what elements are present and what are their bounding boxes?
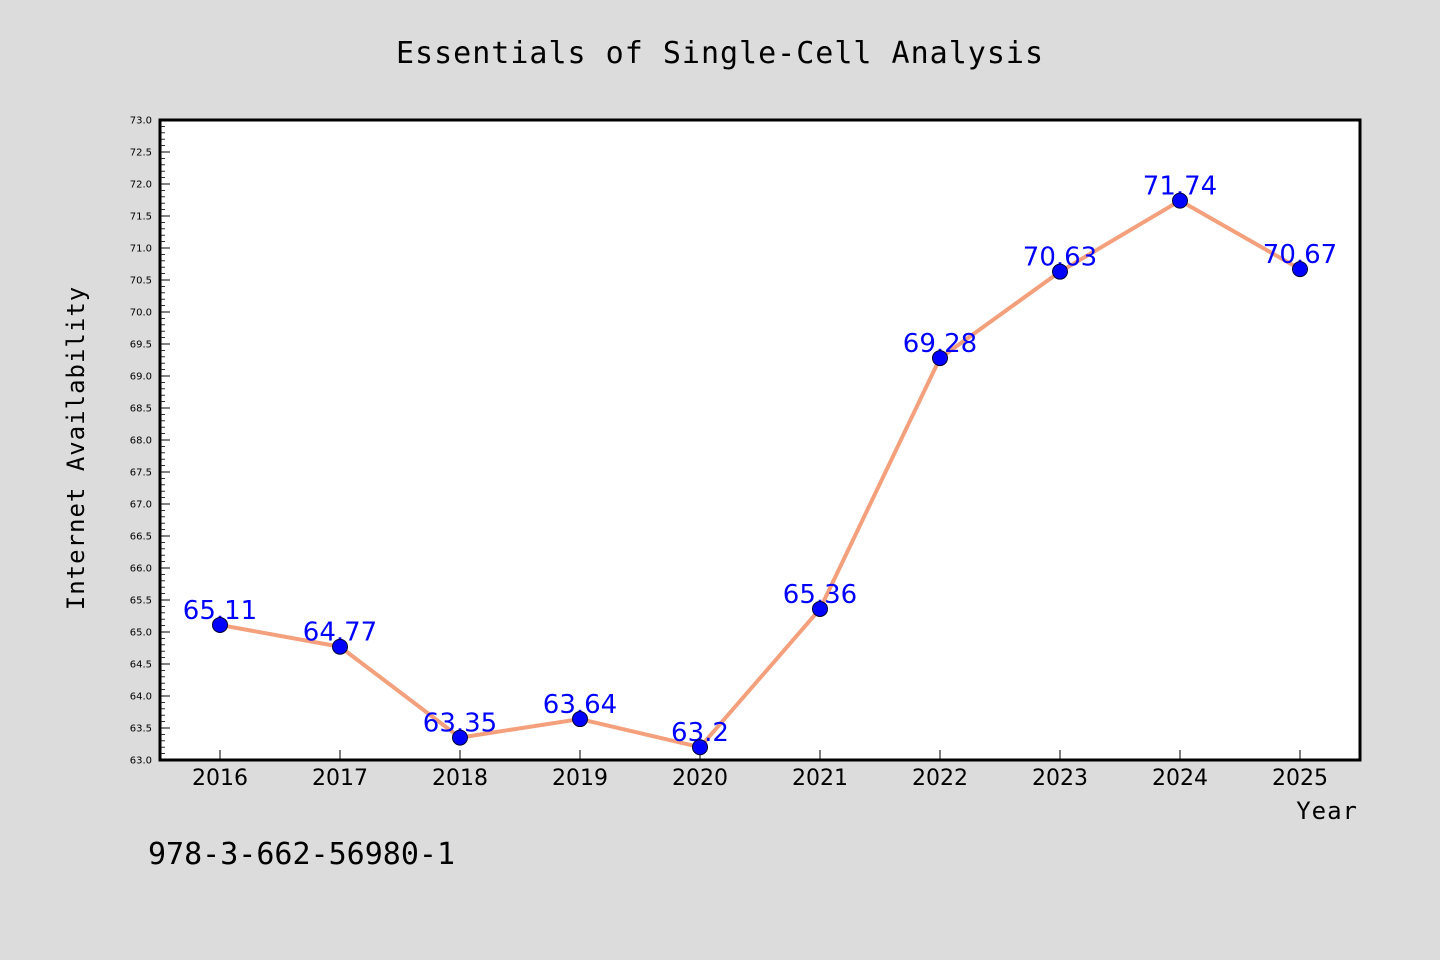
y-tick-label: 71.0 bbox=[130, 244, 152, 255]
y-tick-label: 72.5 bbox=[130, 148, 152, 159]
x-tick-label: 2019 bbox=[552, 766, 608, 791]
x-axis-label: Year bbox=[1296, 797, 1358, 825]
data-point bbox=[212, 616, 228, 633]
data-point bbox=[452, 729, 468, 746]
data-point bbox=[932, 350, 948, 367]
data-point bbox=[1292, 261, 1308, 278]
x-tick-label: 2025 bbox=[1272, 766, 1328, 791]
x-tick-label: 2021 bbox=[792, 766, 848, 791]
y-tick-label: 70.5 bbox=[130, 276, 152, 287]
y-tick-label: 64.0 bbox=[130, 692, 152, 703]
y-tick-label: 69.5 bbox=[130, 340, 152, 351]
data-labels-group: 65.1164.7763.3563.6463.265.3669.2870.637… bbox=[183, 172, 1337, 756]
y-tick-label: 67.0 bbox=[130, 500, 152, 511]
y-tick-label: 66.0 bbox=[130, 564, 152, 575]
x-axis: 2016 2017 2018 2019 2020 2021 2022 2023 2024 2025 bbox=[192, 750, 1328, 791]
data-point bbox=[1052, 263, 1068, 280]
isbn-text: 978-3-662-56980-1 bbox=[148, 837, 455, 872]
x-tick-label: 2020 bbox=[672, 766, 728, 791]
y-tick-label: 67.5 bbox=[130, 468, 152, 479]
data-point bbox=[812, 600, 828, 617]
data-point bbox=[572, 711, 588, 728]
y-tick-label: 66.5 bbox=[130, 532, 152, 543]
data-point bbox=[1172, 192, 1188, 209]
x-tick-label: 2016 bbox=[192, 766, 248, 791]
y-tick-label: 65.0 bbox=[130, 628, 152, 639]
series-group bbox=[219, 198, 1301, 750]
x-tick-label: 2024 bbox=[1152, 766, 1208, 791]
y-tick-label: 69.0 bbox=[130, 372, 152, 383]
y-tick-label: 63.0 bbox=[130, 756, 152, 767]
plot-frame bbox=[158, 118, 1362, 762]
y-tick-label: 65.5 bbox=[130, 596, 152, 607]
y-tick-label: 68.5 bbox=[130, 404, 152, 415]
chart-title: Essentials of Single-Cell Analysis bbox=[396, 36, 1044, 71]
y-tick-label: 68.0 bbox=[130, 436, 152, 447]
y-tick-label: 63.5 bbox=[130, 724, 152, 735]
plot-area bbox=[160, 120, 1360, 760]
y-tick-label: 70.0 bbox=[130, 308, 152, 319]
x-tick-label: 2017 bbox=[312, 766, 368, 791]
y-axis-label: Internet Availability bbox=[62, 286, 90, 610]
series-line bbox=[219, 198, 1301, 750]
data-point bbox=[692, 739, 708, 756]
x-tick-label: 2023 bbox=[1032, 766, 1088, 791]
y-tick-label: 71.5 bbox=[130, 212, 152, 223]
y-tick-label: 72.0 bbox=[130, 180, 152, 191]
y-tick-label: 64.5 bbox=[130, 660, 152, 671]
x-tick-label: 2022 bbox=[912, 766, 968, 791]
x-tick-label: 2018 bbox=[432, 766, 488, 791]
y-tick-label: 73.0 bbox=[130, 116, 152, 127]
data-point bbox=[332, 638, 348, 655]
